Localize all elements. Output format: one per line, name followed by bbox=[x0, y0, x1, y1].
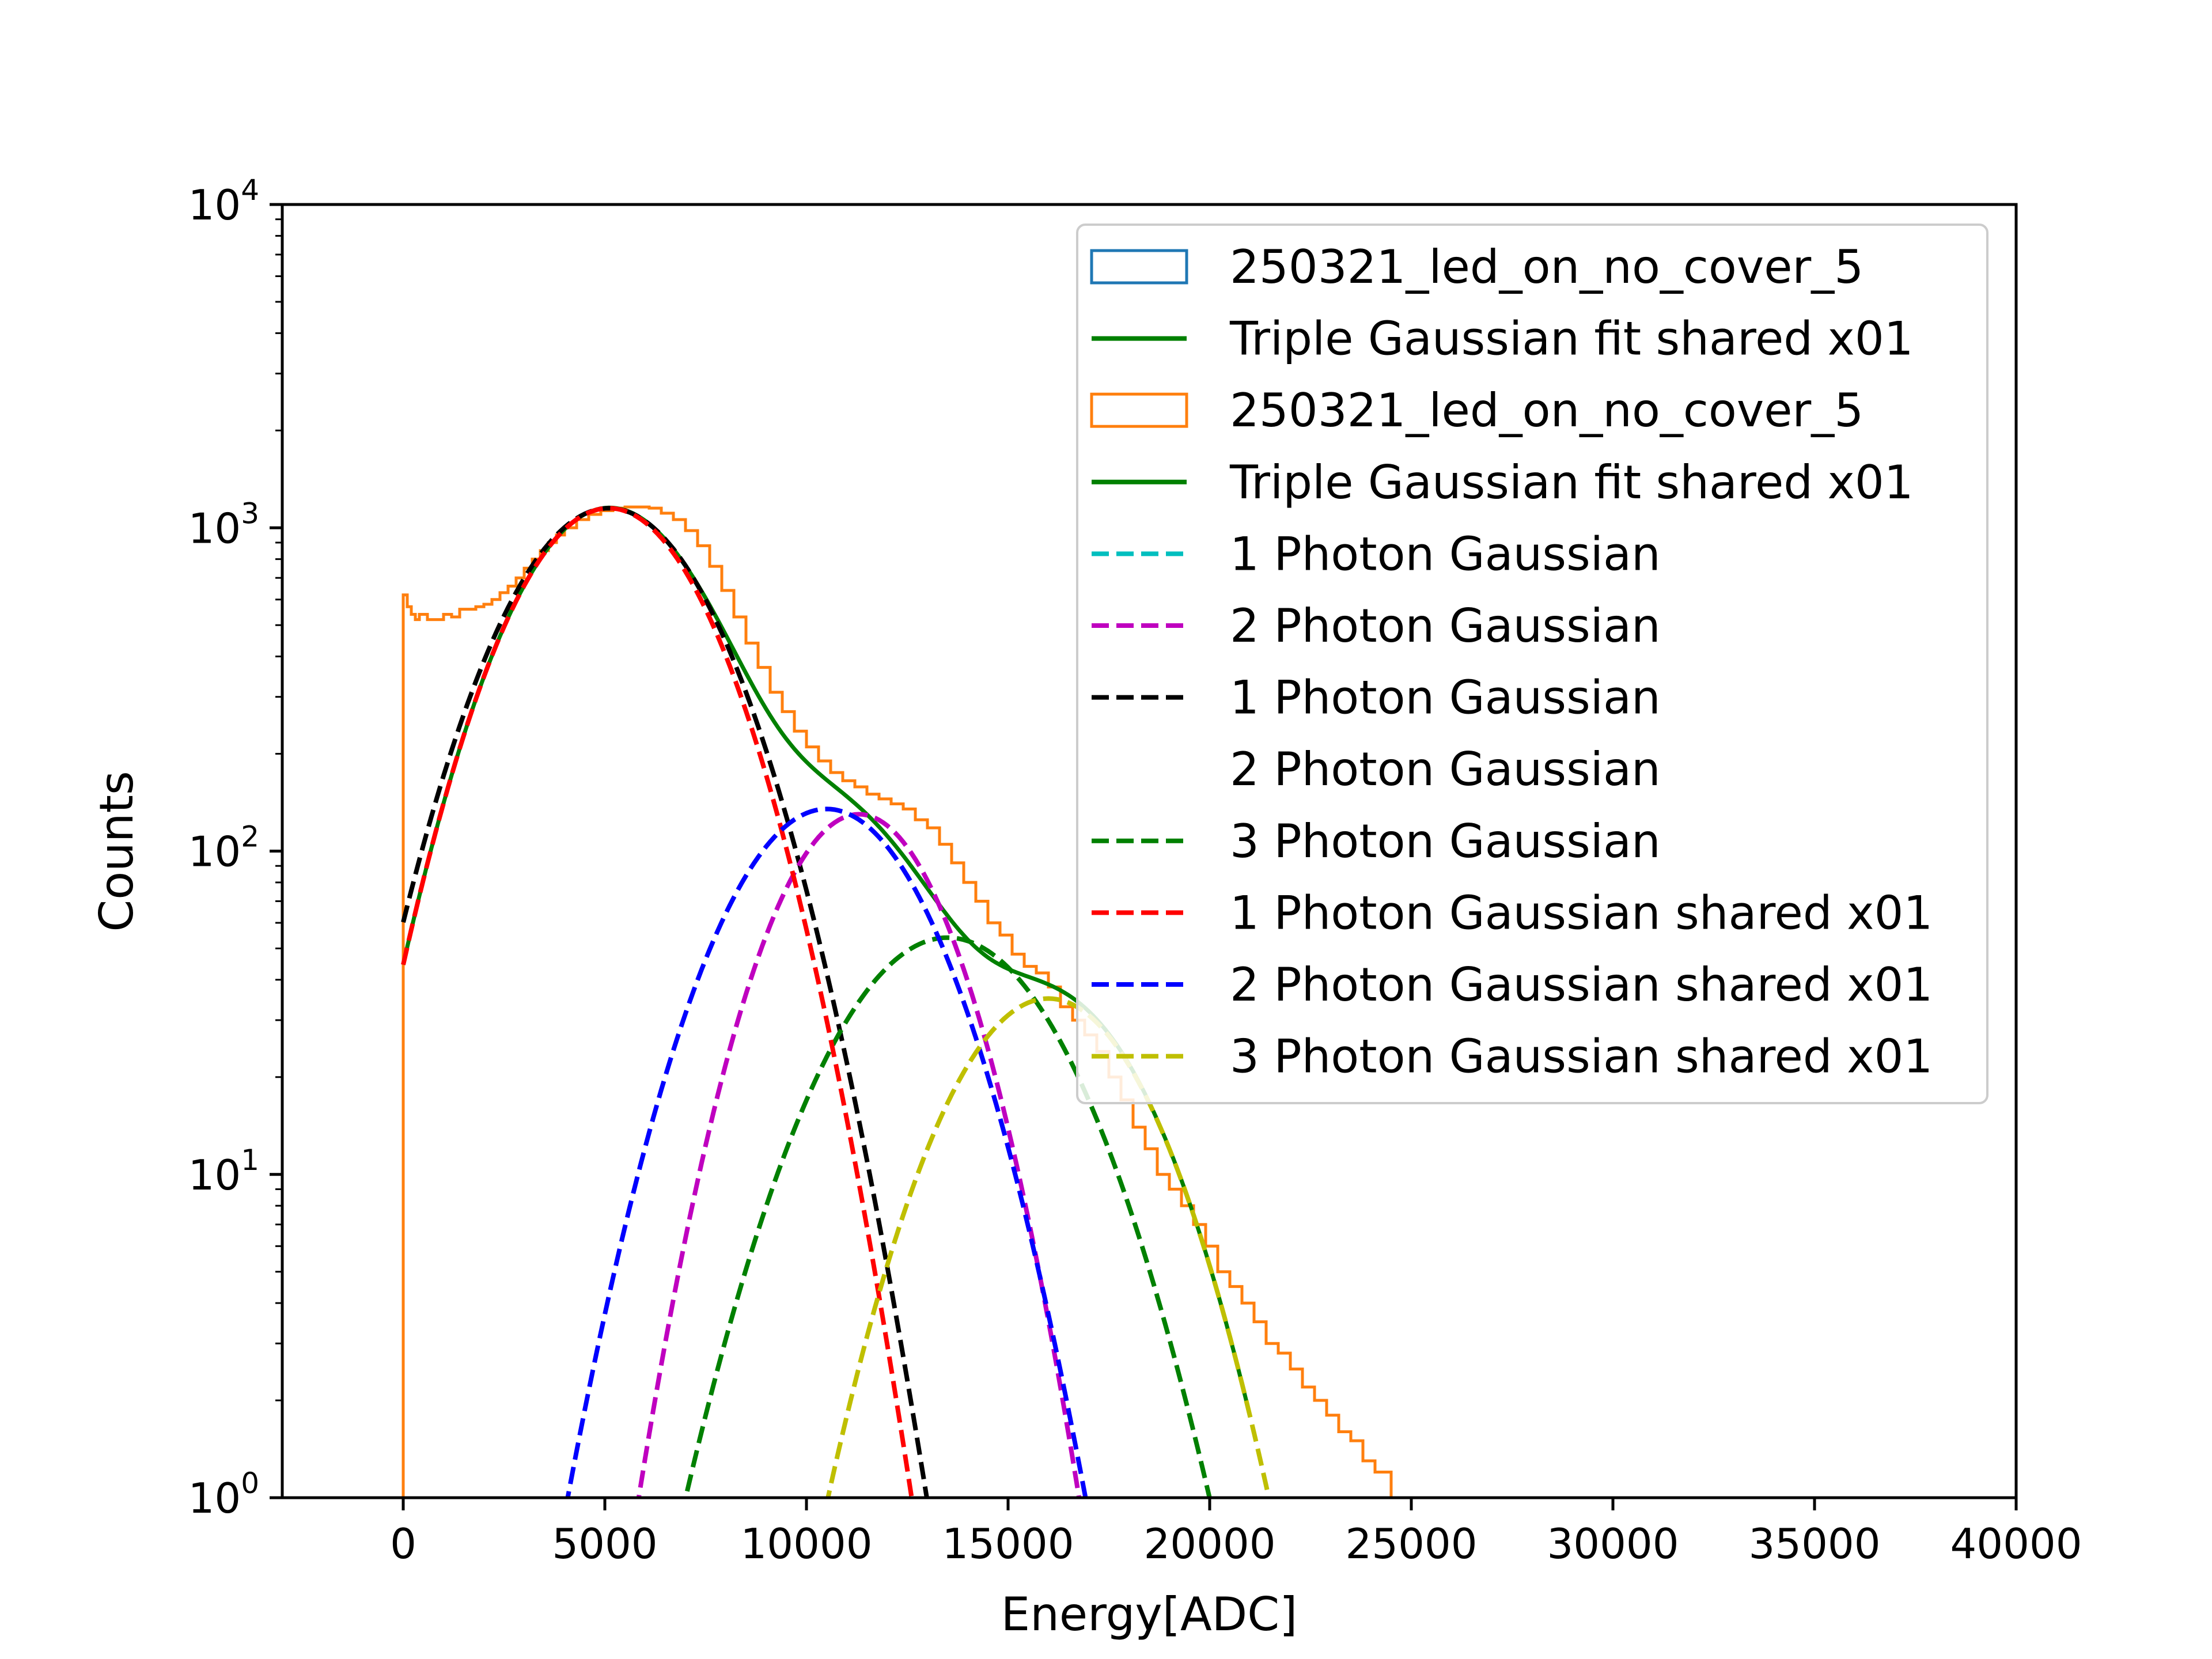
gaussian-curve bbox=[825, 996, 1271, 1498]
x-tick-label: 15000 bbox=[942, 1520, 1074, 1568]
y-tick-label: 100 bbox=[188, 1467, 259, 1522]
legend-entry: Triple Gaussian fit shared x01 bbox=[1092, 312, 1914, 366]
legend-label: 1 Photon Gaussian bbox=[1230, 527, 1661, 581]
histogram-series bbox=[402, 505, 1585, 1498]
gaussian-curve bbox=[401, 506, 929, 1498]
x-tick-label: 25000 bbox=[1345, 1520, 1477, 1568]
x-tick-label: 0 bbox=[390, 1520, 416, 1568]
legend-entry: 1 Photon Gaussian bbox=[1092, 671, 1661, 725]
y-tick-label: 103 bbox=[188, 497, 259, 552]
legend-entries: 250321_led_on_no_cover_5 Triple Gaussian … bbox=[1090, 240, 1933, 1084]
gaussian-curve bbox=[401, 506, 914, 1498]
legend-entry: 2 Photon Gaussian bbox=[1230, 743, 1661, 796]
legend-label: 3 Photon Gaussian shared x01 bbox=[1230, 1030, 1933, 1084]
legend-entry: 3 Photon Gaussian bbox=[1092, 815, 1661, 868]
x-axis: 0 5000 10000 15000 20000 25000 30000 35000 40000 bbox=[390, 1498, 2082, 1568]
plot-area bbox=[401, 505, 1585, 1498]
x-tick-label: 35000 bbox=[1748, 1520, 1880, 1568]
legend-entry: 3 Photon Gaussian shared x01 bbox=[1092, 1030, 1933, 1084]
y-tick-label: 104 bbox=[188, 173, 259, 229]
legend-label: Triple Gaussian fit shared x01 bbox=[1229, 312, 1914, 366]
legend-entry: Triple Gaussian fit shared x01 bbox=[1092, 456, 1914, 509]
legend-label: 2 Photon Gaussian bbox=[1230, 743, 1661, 796]
legend-label: 250321_led_on_no_cover_5 bbox=[1230, 384, 1863, 437]
legend-label: Triple Gaussian fit shared x01 bbox=[1229, 456, 1914, 509]
histogram-layer bbox=[402, 505, 1585, 1498]
legend-label: 250321_led_on_no_cover_5 bbox=[1230, 240, 1863, 294]
gaussian-curve bbox=[636, 812, 1082, 1498]
legend-label: 1 Photon Gaussian bbox=[1230, 671, 1661, 725]
x-tick-label: 30000 bbox=[1547, 1520, 1679, 1568]
fit-curves-layer bbox=[401, 505, 1271, 1498]
legend-entry: 1 Photon Gaussian shared x01 bbox=[1092, 886, 1933, 940]
legend-label: 3 Photon Gaussian bbox=[1230, 815, 1661, 868]
x-axis-label: Energy[ADC] bbox=[1001, 1588, 1298, 1641]
legend-entry: 250321_led_on_no_cover_5 bbox=[1090, 240, 1863, 294]
y-tick-label: 102 bbox=[188, 820, 259, 876]
legend-frame bbox=[1076, 224, 1988, 1104]
legend-entry: 250321_led_on_no_cover_5 bbox=[1090, 384, 1863, 437]
legend-entry: 2 Photon Gaussian shared x01 bbox=[1092, 958, 1933, 1012]
x-tick-label: 20000 bbox=[1143, 1520, 1275, 1568]
legend-label: 2 Photon Gaussian bbox=[1230, 599, 1661, 653]
legend-label: 2 Photon Gaussian shared x01 bbox=[1230, 958, 1933, 1012]
legend-swatch-box bbox=[1090, 249, 1188, 285]
legend-label: 1 Photon Gaussian shared x01 bbox=[1230, 886, 1933, 940]
y-tick-label: 101 bbox=[188, 1143, 259, 1199]
y-axis: 100 101 102 103 104 bbox=[188, 173, 282, 1522]
x-tick-label: 5000 bbox=[552, 1520, 657, 1568]
gaussian-curve bbox=[565, 806, 1088, 1498]
legend-entry: 2 Photon Gaussian bbox=[1092, 599, 1661, 653]
legend: 250321_led_on_no_cover_5 Triple Gaussian … bbox=[1076, 224, 1988, 1104]
y-axis-label: Counts bbox=[90, 771, 143, 931]
x-tick-label: 40000 bbox=[1950, 1520, 2082, 1568]
x-tick-label: 10000 bbox=[740, 1520, 872, 1568]
legend-entry: 1 Photon Gaussian bbox=[1092, 527, 1661, 581]
legend-swatch-box bbox=[1090, 392, 1188, 428]
gaussian-curve bbox=[683, 935, 1212, 1498]
